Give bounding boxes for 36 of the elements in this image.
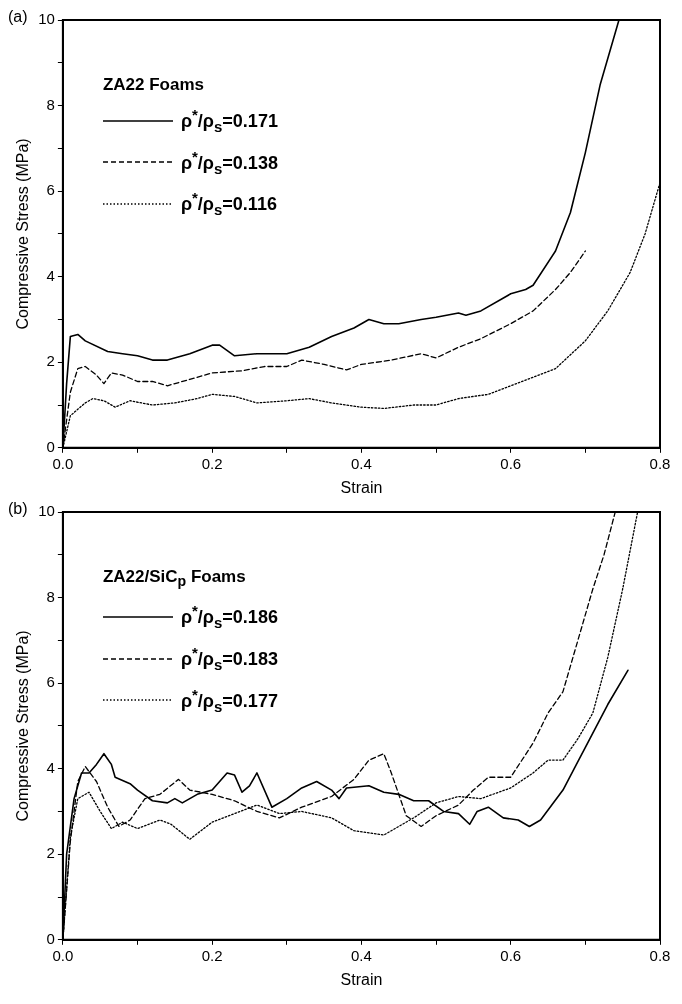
y-tick-label: 0	[46, 437, 55, 455]
x-axis-title: Strain	[340, 478, 383, 496]
legend-label: ρ$^{*}$/ρ$_{s}$=0.116	[180, 188, 277, 220]
legend-label: ρ$^{*}$/ρ$_{s}$=0.171	[180, 105, 278, 137]
x-tick-label: 0.2	[201, 454, 223, 472]
legend-label: ρ$^{*}$/ρ$_{s}$=0.186	[180, 601, 278, 633]
text: (b)	[8, 500, 28, 518]
legend-title: ZA22/SiC$_{p}$ Foams	[102, 566, 247, 592]
x-tick-label: 0.4	[351, 946, 372, 964]
x-tick-label: 0.8	[649, 454, 671, 472]
legend-label: ρ$^{*}$/ρ$_{s}$=0.138	[180, 146, 278, 179]
y-tick-label: 4	[46, 758, 55, 776]
legend-label: ρ$^{*}$/ρ$_{s}$=0.177	[180, 684, 278, 717]
y-tick-label: 4	[46, 266, 55, 284]
x-axis-title: Strain	[340, 970, 383, 988]
y-axis-title: Compressive Stress (MPa)	[14, 630, 32, 822]
y-tick-label: 2	[46, 844, 55, 862]
y-tick-label: 6	[46, 181, 55, 199]
x-tick-label: 0.6	[500, 946, 522, 964]
legend-label: ρ$^{*}$/ρ$_{s}$=0.183	[180, 643, 278, 675]
x-tick-label: 0.2	[201, 946, 223, 964]
y-tick-label: 0	[46, 929, 55, 947]
x-tick-label: 0.0	[52, 946, 74, 964]
x-tick-label: 0.6	[500, 454, 522, 472]
text: (a)	[8, 8, 28, 26]
legend-title: ZA22 Foams	[102, 74, 205, 96]
x-tick-label: 0.4	[351, 454, 372, 472]
y-tick-label: 2	[46, 352, 55, 370]
x-tick-label: 0.0	[52, 454, 74, 472]
y-tick-label: 8	[46, 587, 55, 605]
y-tick-label: 10	[38, 502, 55, 520]
y-tick-label: 6	[46, 673, 55, 691]
y-tick-label: 8	[46, 95, 55, 113]
y-tick-label: 10	[38, 10, 55, 28]
y-axis-title: Compressive Stress (MPa)	[14, 138, 32, 330]
x-tick-label: 0.8	[649, 946, 671, 964]
